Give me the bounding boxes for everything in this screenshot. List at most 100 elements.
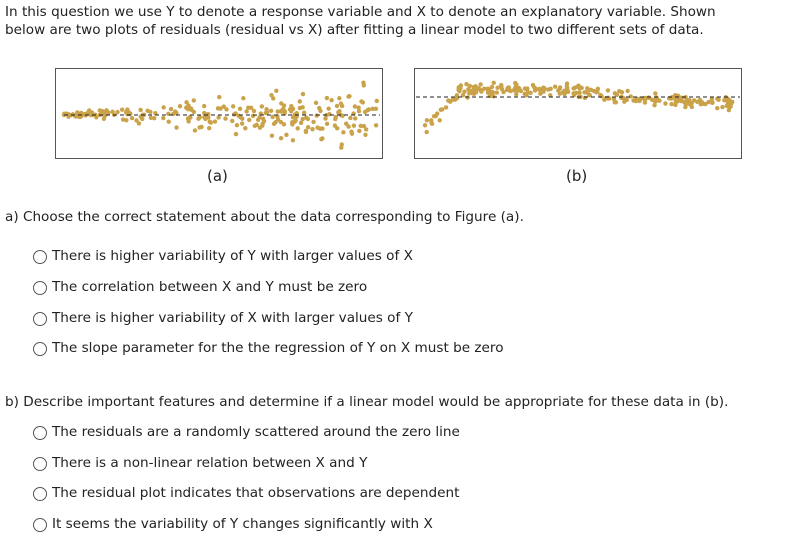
dot — [374, 98, 380, 104]
dot — [625, 88, 630, 94]
dot — [349, 131, 355, 136]
dot — [317, 105, 322, 111]
option-label[interactable]: It seems the variability of Y changes si… — [52, 516, 433, 532]
dot — [333, 114, 338, 120]
radio-button[interactable] — [33, 342, 47, 356]
dot — [88, 112, 93, 118]
dot — [206, 125, 212, 131]
dot — [284, 132, 289, 138]
dot — [364, 127, 369, 132]
dot — [491, 80, 496, 85]
dot — [490, 92, 495, 97]
dot — [184, 105, 189, 110]
dot — [437, 118, 442, 123]
dot — [724, 103, 730, 109]
dot — [726, 107, 732, 113]
dot — [637, 98, 642, 104]
dot — [295, 126, 300, 131]
dot — [202, 110, 207, 116]
dot — [125, 107, 130, 112]
dot — [334, 103, 340, 109]
option-label[interactable]: The residuals are a randomly scattered a… — [52, 424, 460, 440]
radio-button[interactable] — [33, 518, 47, 532]
dot — [507, 87, 512, 93]
dot — [217, 94, 222, 100]
dot — [263, 110, 268, 116]
dot — [313, 100, 319, 105]
dot — [370, 106, 375, 112]
dot — [268, 108, 274, 113]
dot — [628, 94, 633, 99]
dot — [501, 89, 506, 95]
dot — [250, 113, 256, 119]
dot — [358, 123, 363, 129]
dot — [564, 88, 569, 93]
dot — [552, 84, 558, 89]
dot — [260, 123, 265, 128]
dot — [582, 95, 588, 101]
dot — [514, 91, 519, 97]
dot — [486, 88, 491, 93]
dot — [101, 116, 107, 122]
dot — [533, 86, 538, 91]
intro-line: below are two plots of residuals (residu… — [5, 22, 704, 38]
dot — [75, 110, 80, 115]
dot — [467, 83, 473, 89]
dot — [424, 129, 429, 135]
dot — [241, 96, 246, 101]
dot — [324, 121, 330, 127]
dot — [278, 109, 284, 114]
dot — [230, 104, 236, 109]
dot — [248, 105, 254, 111]
dot — [514, 82, 519, 87]
dot — [197, 125, 202, 130]
dot — [221, 104, 226, 109]
radio-button[interactable] — [33, 426, 47, 440]
dot — [305, 125, 311, 130]
dot — [353, 116, 358, 121]
option-label[interactable]: The slope parameter for the the regressi… — [52, 340, 504, 356]
dot — [184, 100, 189, 105]
dot — [244, 109, 249, 114]
dot — [373, 123, 379, 128]
plot-frame — [414, 68, 742, 159]
dot — [303, 128, 309, 134]
dot — [663, 101, 668, 106]
radio-button[interactable] — [33, 281, 47, 295]
radio-button[interactable] — [33, 250, 47, 264]
radio-button[interactable] — [33, 487, 47, 501]
option-label[interactable]: There is higher variability of Y with la… — [52, 248, 413, 264]
dot — [239, 121, 245, 126]
dot — [337, 96, 342, 101]
dot — [281, 122, 287, 127]
option-label[interactable]: There is a non-linear relation between X… — [52, 455, 368, 471]
dot — [281, 103, 287, 108]
dot — [310, 127, 315, 132]
dot — [361, 80, 366, 85]
dot — [341, 130, 346, 135]
dot — [223, 116, 228, 121]
radio-button[interactable] — [33, 457, 47, 471]
dot — [473, 90, 479, 95]
dot — [191, 109, 197, 115]
dot — [605, 88, 611, 93]
dot — [224, 107, 229, 112]
dot — [424, 118, 430, 123]
dot — [269, 133, 275, 138]
question-prompt: b) Describe important features and deter… — [5, 394, 729, 410]
dot — [290, 138, 296, 143]
dot — [641, 95, 647, 101]
dot — [352, 104, 358, 109]
dot — [207, 119, 212, 124]
plot-frame — [55, 68, 383, 159]
option-label[interactable]: The correlation between X and Y must be … — [52, 279, 368, 295]
dot — [294, 114, 299, 119]
dot — [340, 113, 345, 118]
radio-button[interactable] — [33, 312, 47, 326]
option-label[interactable]: There is higher variability of X with la… — [52, 310, 413, 326]
option-label[interactable]: The residual plot indicates that observa… — [52, 485, 460, 501]
dot — [524, 86, 530, 92]
question-prompt: a) Choose the correct statement about th… — [5, 209, 524, 225]
dot — [366, 107, 372, 112]
